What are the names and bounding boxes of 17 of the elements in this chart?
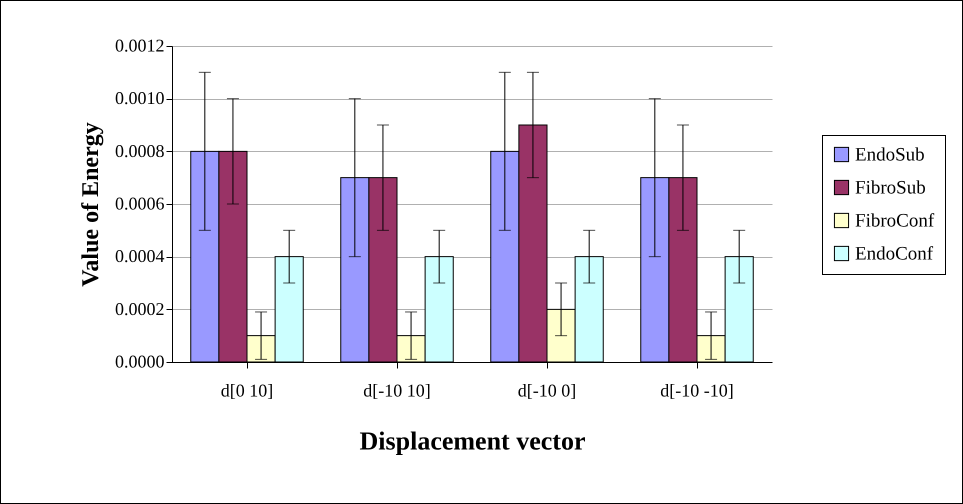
x-tick-label: d[0 10] bbox=[220, 380, 274, 400]
y-tick-label: 0.0012 bbox=[115, 36, 164, 56]
y-tick-label: 0.0000 bbox=[115, 352, 164, 372]
x-tick-label: d[-10 10] bbox=[363, 380, 431, 400]
y-axis-title: Value of Energy bbox=[78, 122, 104, 287]
legend-label: EndoSub bbox=[855, 144, 925, 166]
x-axis-title: Displacement vector bbox=[360, 426, 586, 456]
legend-label: EndoConf bbox=[855, 244, 934, 264]
x-tick-label: d[-10 -10] bbox=[660, 380, 734, 400]
y-tick-label: 0.0010 bbox=[115, 88, 164, 108]
y-tick-label: 0.0008 bbox=[115, 140, 164, 161]
y-tick-label: 0.0002 bbox=[115, 298, 164, 319]
legend-label: FibroConf bbox=[855, 210, 935, 232]
y-tick-label: 0.0006 bbox=[115, 194, 164, 214]
legend-label: FibroSub bbox=[855, 178, 926, 198]
x-tick-label: d[-10 0] bbox=[518, 380, 576, 400]
y-tick-label: 0.0004 bbox=[115, 246, 164, 266]
